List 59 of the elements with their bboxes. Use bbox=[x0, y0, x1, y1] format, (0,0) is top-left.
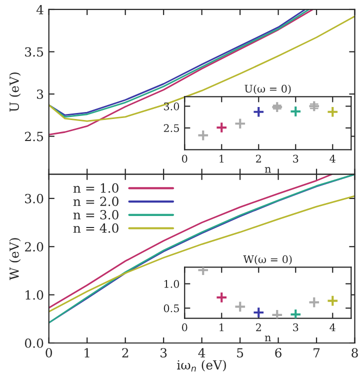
y-tick-label: 2.5 bbox=[164, 124, 179, 132]
legend-label: n = 4.0 bbox=[73, 223, 118, 233]
x-tick-label: 4 bbox=[330, 323, 336, 332]
line-series bbox=[48, 15, 355, 122]
x-tick-label: 6 bbox=[275, 348, 282, 358]
y-tick-label: 0.0 bbox=[24, 338, 44, 348]
y-tick-label: 0.5 bbox=[164, 304, 179, 312]
point bbox=[234, 300, 246, 313]
x-tick-label: 1 bbox=[220, 323, 224, 332]
y-tick-label: 3.0 bbox=[164, 102, 180, 110]
x-tick-label: 4 bbox=[198, 348, 206, 358]
chart-title: U(ω = 0) bbox=[244, 84, 291, 94]
legend-label: n = 2.0 bbox=[73, 196, 118, 206]
x-tick-label: 3 bbox=[293, 323, 298, 332]
chart-title: W(ω = 0) bbox=[243, 255, 292, 265]
x-tick-label: 4 bbox=[330, 154, 336, 162]
y-tick-label: 2.0 bbox=[24, 242, 44, 252]
line-series bbox=[48, 195, 355, 312]
x-tick-label: 2 bbox=[256, 154, 261, 162]
x-axis-title: n bbox=[264, 167, 271, 173]
point bbox=[252, 106, 265, 118]
point bbox=[326, 294, 339, 307]
legend-label: n = 1.0 bbox=[73, 183, 118, 193]
x-tick-label: 0 bbox=[182, 323, 188, 332]
x-tick-label: 7 bbox=[314, 348, 320, 358]
x-tick-label: 5 bbox=[237, 348, 244, 358]
legend-label: n = 3.0 bbox=[73, 210, 118, 220]
y-tick-label: 3.5 bbox=[25, 47, 44, 57]
point bbox=[326, 106, 339, 118]
y-tick-label: 4 bbox=[36, 4, 44, 14]
y-axis-title: U (eV) bbox=[9, 72, 21, 112]
y-tick-label: 1.0 bbox=[26, 290, 44, 300]
x-axis-title: n bbox=[264, 336, 271, 342]
point bbox=[290, 308, 302, 318]
x-tick-label: 0 bbox=[182, 154, 188, 163]
x-tick-label: 3 bbox=[293, 154, 298, 163]
point bbox=[271, 308, 284, 318]
x-tick-label: 0 bbox=[46, 348, 52, 358]
x-axis-title: iω$_{n}$ (eV) bbox=[177, 360, 226, 372]
y-tick-label: 3.0 bbox=[25, 194, 44, 204]
point bbox=[252, 306, 265, 318]
point bbox=[216, 291, 228, 304]
x-tick-label: 1 bbox=[84, 348, 90, 358]
x-tick-label: 8 bbox=[352, 348, 358, 358]
x-tick-label: 1 bbox=[220, 154, 224, 162]
y-tick-label: 3 bbox=[37, 89, 44, 99]
y-tick-label: 2.5 bbox=[24, 132, 44, 142]
y-tick-label: 1.0 bbox=[164, 280, 180, 288]
point bbox=[234, 118, 246, 130]
y-axis-title: W (eV) bbox=[9, 238, 21, 280]
x-tick-label: 2 bbox=[122, 348, 128, 358]
point bbox=[290, 105, 302, 118]
point bbox=[197, 267, 210, 276]
point bbox=[271, 101, 284, 114]
point bbox=[197, 129, 210, 142]
point bbox=[308, 296, 320, 308]
point bbox=[216, 122, 228, 134]
x-tick-label: 2 bbox=[256, 323, 261, 332]
point bbox=[308, 100, 320, 112]
